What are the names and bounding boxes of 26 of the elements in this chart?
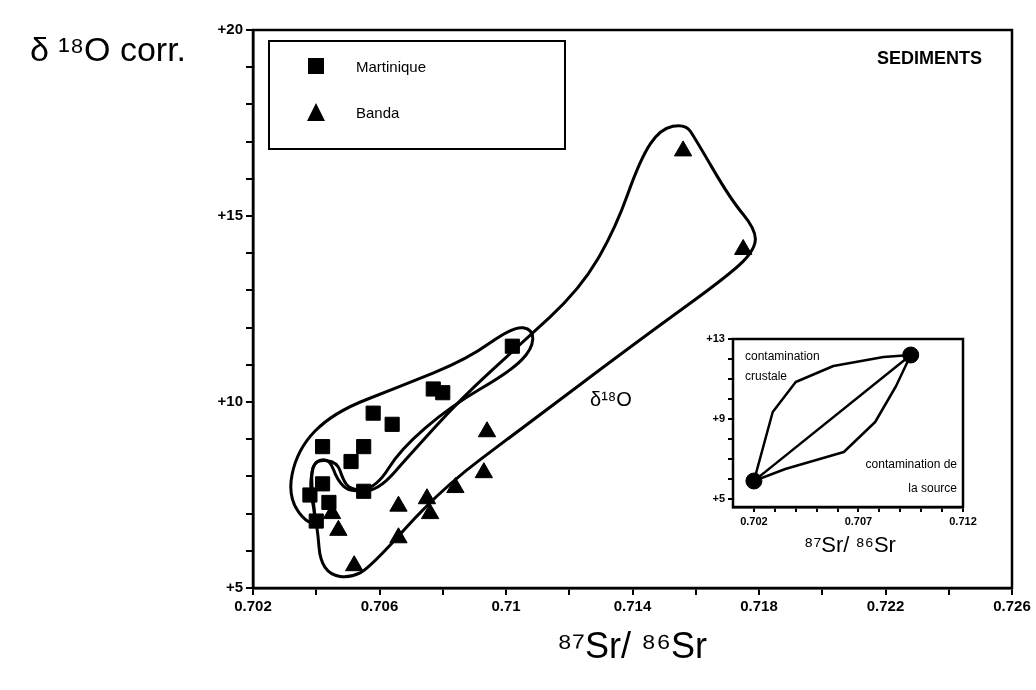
x-tick-label: 0.706: [360, 597, 399, 615]
x-tick-label: 0.702: [234, 597, 272, 615]
y-tick-label: +13: [706, 332, 725, 345]
y-tick-label: +5: [225, 578, 243, 596]
annotation: contamination de la source: [865, 457, 958, 496]
legend-label: Banda: [356, 103, 400, 121]
x-tick-label: 0.726: [993, 597, 1031, 615]
x-axis-title: ⁸⁷Sr/ ⁸⁶Sr: [555, 625, 709, 667]
x-tick-label: 0.722: [866, 597, 905, 615]
x-axis-title: ⁸⁷Sr/ ⁸⁶Sr: [803, 532, 897, 558]
x-tick-label: 0.718: [740, 597, 778, 615]
y-axis-title: δ ¹⁸O corr.: [30, 30, 187, 69]
y-tick-label: +10: [217, 392, 243, 410]
x-tick-label: 0.702: [740, 514, 768, 527]
y-tick-label: +9: [712, 412, 725, 425]
annotation: SEDIMENTS: [876, 47, 982, 68]
y-axis-title: δ¹⁸O: [590, 388, 632, 411]
y-tick-label: +20: [217, 20, 243, 38]
x-tick-label: 0.71: [491, 597, 521, 615]
y-tick-label: +15: [217, 206, 243, 224]
x-tick-label: 0.712: [949, 514, 977, 527]
y-tick-label: +5: [712, 492, 725, 505]
annotation: contamination crustale: [745, 349, 820, 384]
x-tick-label: 0.714: [613, 597, 652, 615]
legend-label: Martinique: [356, 57, 427, 75]
x-tick-label: 0.707: [844, 514, 873, 527]
